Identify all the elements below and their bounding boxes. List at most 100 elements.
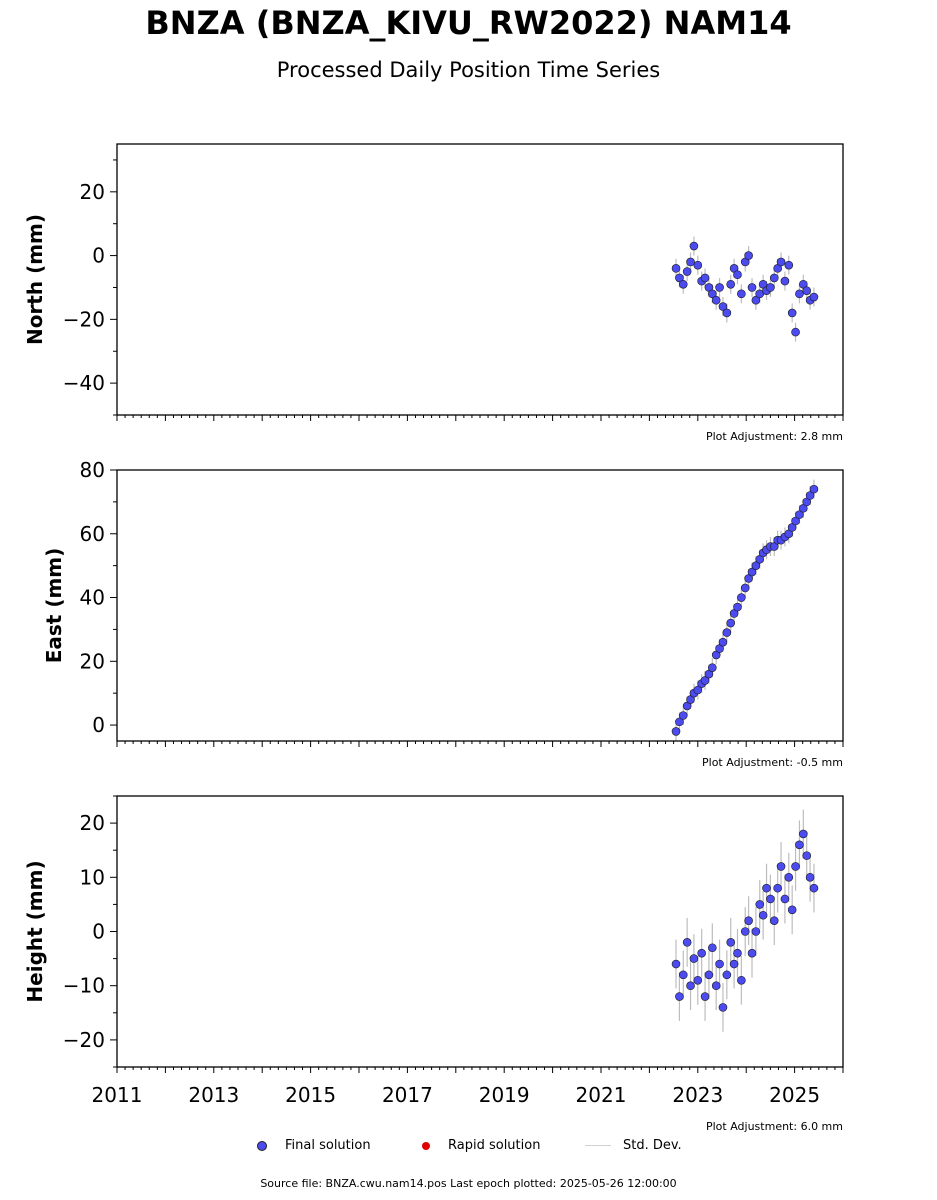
data-point [729, 959, 739, 969]
legend: Final solution Rapid solution Std. Dev. [0, 1138, 937, 1158]
y-tick-label: 0 [92, 713, 105, 737]
plot-adjustment: Plot Adjustment: 2.8 mm [706, 430, 843, 443]
data-point [791, 516, 800, 526]
rapid-marker-icon [422, 1141, 430, 1150]
data-point [791, 327, 800, 337]
data-point [733, 270, 742, 280]
legend-final: Final solution [257, 1138, 371, 1153]
data-point [787, 308, 797, 318]
data-point [718, 1003, 728, 1012]
data-point [802, 851, 812, 860]
data-point [780, 894, 790, 904]
data-point [671, 727, 681, 736]
y-tick-label: 0 [92, 244, 105, 268]
x-tick-label: 2021 [576, 1083, 627, 1107]
std-line-icon [585, 1145, 611, 1146]
data-point [708, 289, 717, 299]
x-tick-label: 2025 [769, 1083, 820, 1107]
data-point [718, 637, 728, 647]
data-point [769, 916, 779, 925]
legend-final-label: Final solution [285, 1138, 371, 1153]
x-tick-label: 2013 [188, 1083, 239, 1107]
data-point [722, 628, 732, 637]
data-point [693, 260, 703, 270]
data-point [751, 927, 761, 936]
data-point [740, 927, 750, 936]
x-tick-label: 2017 [382, 1083, 433, 1107]
y-tick-label: 20 [80, 180, 105, 204]
panel-2: 20 10 0 −10 −20 Height (mm) Plot Adjustment: 6… [23, 795, 844, 1133]
y-tick-label: 60 [80, 522, 105, 546]
data-point [726, 618, 736, 628]
data-point [678, 711, 688, 720]
data-point [737, 975, 746, 985]
data-point [795, 510, 804, 519]
data-point [766, 894, 775, 904]
x-tick-label: 2019 [479, 1083, 530, 1107]
y-tick-label: −10 [63, 974, 105, 998]
data-point [689, 241, 699, 251]
plot-frame [116, 143, 844, 416]
data-series [671, 236, 819, 342]
source-note: Source file: BNZA.cwu.nam14.pos Last epo… [260, 1177, 677, 1190]
data-point [697, 948, 706, 958]
data-point [682, 938, 692, 947]
data-point [744, 251, 753, 260]
y-tick-label: 10 [80, 865, 105, 889]
data-point [726, 938, 736, 947]
plot-frame [116, 469, 844, 742]
data-point [737, 593, 746, 602]
plot-adjustment: Plot Adjustment: -0.5 mm [702, 756, 843, 769]
data-point [755, 900, 765, 909]
x-tick-label: 2011 [92, 1083, 143, 1107]
chart-title: BNZA (BNZA_KIVU_RW2022) NAM14 [145, 4, 792, 42]
data-point [678, 279, 688, 289]
data-point [802, 286, 812, 295]
data-point [809, 883, 819, 893]
legend-std: Std. Dev. [585, 1138, 682, 1153]
data-point [776, 862, 786, 871]
data-point [700, 992, 710, 1001]
y-tick-label: 20 [80, 811, 105, 835]
data-point [762, 883, 771, 893]
data-point [780, 276, 790, 286]
data-point [686, 257, 695, 267]
y-tick-label: −20 [63, 307, 105, 331]
data-point [704, 970, 714, 980]
data-point [747, 283, 757, 292]
y-axis-label: Height (mm) [23, 860, 47, 1002]
plot-adjustment: Plot Adjustment: 6.0 mm [706, 1120, 843, 1133]
data-point [715, 283, 724, 292]
data-point [740, 583, 750, 593]
data-point [722, 970, 732, 980]
data-point [733, 602, 742, 612]
final-marker-icon [257, 1140, 267, 1151]
data-point [715, 959, 724, 969]
data-point [747, 567, 757, 577]
data-point [795, 289, 804, 299]
data-point [671, 959, 681, 969]
data-point [718, 302, 728, 311]
data-point [686, 981, 695, 991]
data-point [766, 283, 775, 292]
data-point [751, 561, 761, 570]
data-point [700, 676, 710, 685]
data-point [700, 273, 710, 283]
data-point [689, 954, 699, 963]
data-point [682, 267, 692, 276]
plot-frame [116, 795, 844, 1068]
data-point [693, 685, 703, 695]
data-point [675, 273, 684, 283]
y-tick-label: 0 [92, 920, 105, 944]
y-tick-label: −40 [63, 371, 105, 395]
data-point [809, 292, 819, 302]
data-point [758, 910, 768, 920]
y-tick-label: 40 [80, 586, 105, 610]
data-point [708, 663, 717, 672]
data-point [773, 883, 782, 893]
data-point [769, 273, 779, 283]
data-point [799, 829, 808, 839]
y-tick-label: −20 [63, 1028, 105, 1052]
data-point [711, 981, 721, 991]
y-tick-label: 20 [80, 649, 105, 673]
